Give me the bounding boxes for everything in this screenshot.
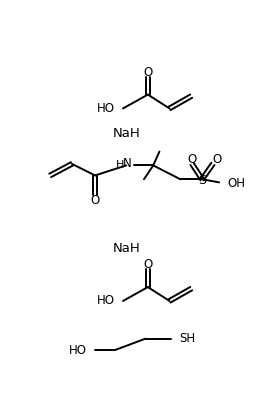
Text: OH: OH — [227, 177, 245, 191]
Text: O: O — [91, 193, 100, 207]
Text: HO: HO — [97, 295, 115, 307]
Text: O: O — [187, 153, 197, 166]
Text: NaH: NaH — [112, 242, 140, 255]
Text: HO: HO — [97, 102, 115, 115]
Text: SH: SH — [179, 332, 195, 345]
Text: O: O — [143, 258, 152, 271]
Text: S: S — [198, 173, 206, 186]
Text: O: O — [143, 66, 152, 79]
Text: HO: HO — [69, 344, 87, 357]
Text: N: N — [122, 157, 131, 171]
Text: NaH: NaH — [112, 126, 140, 140]
Text: O: O — [212, 153, 222, 166]
Text: H: H — [116, 161, 124, 171]
